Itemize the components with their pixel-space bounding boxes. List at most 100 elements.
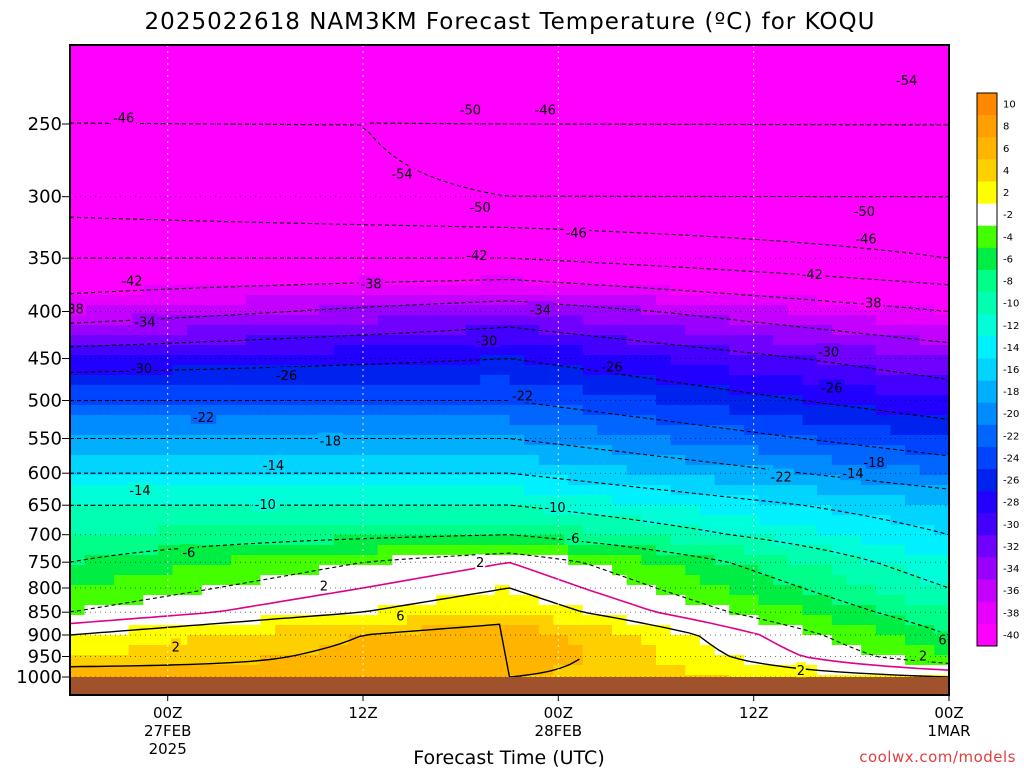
temperature-cell bbox=[289, 385, 305, 396]
temperature-cell bbox=[524, 225, 540, 236]
temperature-cell bbox=[890, 415, 906, 426]
temperature-cell bbox=[641, 395, 657, 406]
temperature-cell bbox=[802, 385, 818, 396]
temperature-cell bbox=[392, 125, 408, 136]
temperature-cell bbox=[612, 125, 628, 136]
temperature-cell bbox=[363, 435, 379, 446]
temperature-cell bbox=[245, 535, 262, 546]
contour-label-text: -50 bbox=[470, 201, 491, 216]
temperature-cell bbox=[685, 335, 701, 346]
temperature-cell bbox=[553, 295, 569, 306]
temperature-cell bbox=[670, 275, 686, 286]
temperature-cell bbox=[626, 595, 642, 606]
temperature-cell bbox=[187, 75, 203, 86]
temperature-cell bbox=[143, 85, 159, 96]
temperature-cell bbox=[84, 455, 100, 466]
temperature-cell bbox=[905, 385, 921, 396]
temperature-cell bbox=[260, 165, 276, 176]
temperature-cell bbox=[465, 275, 481, 286]
temperature-cell bbox=[421, 485, 437, 496]
temperature-cell bbox=[99, 95, 115, 106]
temperature-cell bbox=[831, 515, 848, 526]
temperature-cell bbox=[743, 205, 760, 216]
temperature-cell bbox=[392, 315, 408, 326]
temperature-cell bbox=[289, 45, 305, 56]
contour-label-text: -30 bbox=[476, 334, 497, 349]
temperature-cell bbox=[377, 415, 393, 426]
temperature-cell bbox=[128, 235, 144, 246]
temperature-cell bbox=[333, 55, 349, 66]
temperature-cell bbox=[245, 645, 262, 656]
contour-label: -38 bbox=[358, 275, 384, 293]
temperature-cell bbox=[113, 525, 130, 536]
temperature-cell bbox=[421, 195, 437, 206]
temperature-cell bbox=[406, 185, 423, 196]
temperature-cell bbox=[773, 665, 789, 676]
temperature-cell bbox=[421, 265, 437, 276]
temperature-cell bbox=[656, 295, 672, 306]
temperature-cell bbox=[802, 535, 818, 546]
temperature-cell bbox=[846, 515, 862, 526]
temperature-cell bbox=[406, 265, 423, 276]
temperature-cell bbox=[406, 65, 423, 76]
temperature-cell bbox=[743, 55, 760, 66]
temperature-cell bbox=[597, 135, 613, 146]
temperature-cell bbox=[831, 655, 848, 666]
temperature-cell bbox=[494, 665, 511, 676]
temperature-cell bbox=[626, 65, 642, 76]
temperature-cell bbox=[436, 65, 452, 76]
temperature-cell bbox=[758, 175, 774, 186]
temperature-cell bbox=[377, 585, 393, 596]
temperature-cell bbox=[743, 655, 760, 666]
temperature-cell bbox=[699, 115, 716, 126]
temperature-cell bbox=[919, 515, 935, 526]
temperature-cell bbox=[597, 605, 613, 616]
temperature-cell bbox=[714, 435, 730, 446]
temperature-cell bbox=[421, 525, 437, 536]
temperature-cell bbox=[787, 615, 804, 626]
temperature-cell bbox=[216, 345, 232, 356]
temperature-cell bbox=[934, 165, 949, 176]
temperature-fill bbox=[70, 45, 949, 695]
temperature-cell bbox=[846, 45, 862, 56]
temperature-cell bbox=[714, 185, 730, 196]
contour-label: -50 bbox=[851, 203, 878, 220]
temperature-cell bbox=[275, 435, 291, 446]
temperature-cell bbox=[275, 165, 291, 176]
temperature-cell bbox=[524, 195, 540, 206]
temperature-cell bbox=[934, 475, 949, 486]
temperature-cell bbox=[406, 305, 423, 316]
temperature-cell bbox=[934, 215, 949, 226]
temperature-cell bbox=[172, 565, 188, 576]
temperature-cell bbox=[494, 625, 511, 636]
temperature-cell bbox=[905, 105, 921, 116]
temperature-cell bbox=[480, 435, 496, 446]
temperature-cell bbox=[480, 295, 496, 306]
temperature-cell bbox=[641, 415, 657, 426]
temperature-cell bbox=[70, 415, 86, 426]
temperature-cell bbox=[289, 185, 305, 196]
temperature-cell bbox=[436, 155, 452, 166]
temperature-cell bbox=[289, 255, 305, 266]
temperature-cell bbox=[319, 535, 335, 546]
contour-label-text: 2 bbox=[476, 556, 484, 571]
temperature-cell bbox=[553, 415, 569, 426]
contour-label: -22 bbox=[768, 468, 794, 486]
contour-label-text: -38 bbox=[860, 296, 881, 311]
temperature-cell bbox=[758, 595, 774, 606]
temperature-cell bbox=[465, 585, 481, 596]
temperature-cell bbox=[817, 435, 833, 446]
temperature-cell bbox=[406, 485, 423, 496]
temperature-cell bbox=[817, 195, 833, 206]
temperature-cell bbox=[685, 255, 701, 266]
temperature-cell bbox=[685, 135, 701, 146]
temperature-cell bbox=[568, 665, 584, 676]
temperature-cell bbox=[201, 655, 218, 666]
temperature-cell bbox=[421, 225, 437, 236]
temperature-cell bbox=[465, 215, 481, 226]
temperature-cell bbox=[743, 625, 760, 636]
temperature-cell bbox=[157, 55, 174, 66]
temperature-cell bbox=[333, 425, 349, 436]
temperature-cell bbox=[377, 515, 393, 526]
temperature-cell bbox=[831, 65, 848, 76]
